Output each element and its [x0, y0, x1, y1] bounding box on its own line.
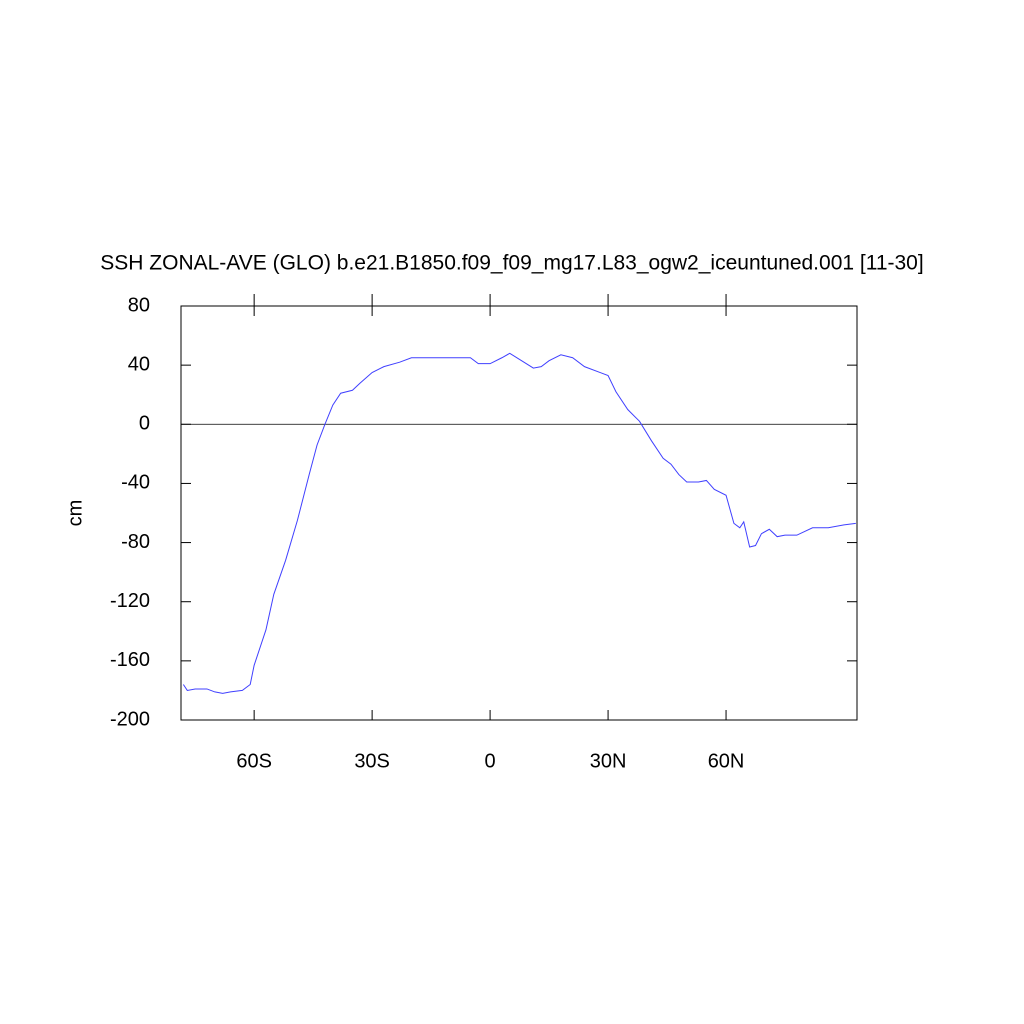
y-axis-label: cm — [64, 500, 86, 527]
y-tick-label: -40 — [121, 472, 150, 494]
chart-title: SSH ZONAL-AVE (GLO) b.e21.B1850.f09_f09_… — [100, 252, 923, 275]
y-tick-label: -200 — [110, 708, 150, 730]
data-line — [182, 352, 856, 694]
x-tick-label: 60N — [708, 750, 745, 772]
x-tick-label: 30N — [590, 750, 627, 772]
y-tick-label: -80 — [121, 531, 150, 553]
x-tick-label: 60S — [236, 750, 272, 772]
plot-frame — [180, 305, 858, 721]
x-tick-label: 30S — [354, 750, 390, 772]
y-tick-label: 0 — [139, 413, 150, 435]
y-tick-label: 80 — [128, 294, 150, 316]
x-tick-label: 0 — [485, 750, 496, 772]
y-tick-label: -120 — [110, 590, 150, 612]
y-tick-label: 40 — [128, 353, 150, 375]
y-tick-label: -160 — [110, 649, 150, 671]
